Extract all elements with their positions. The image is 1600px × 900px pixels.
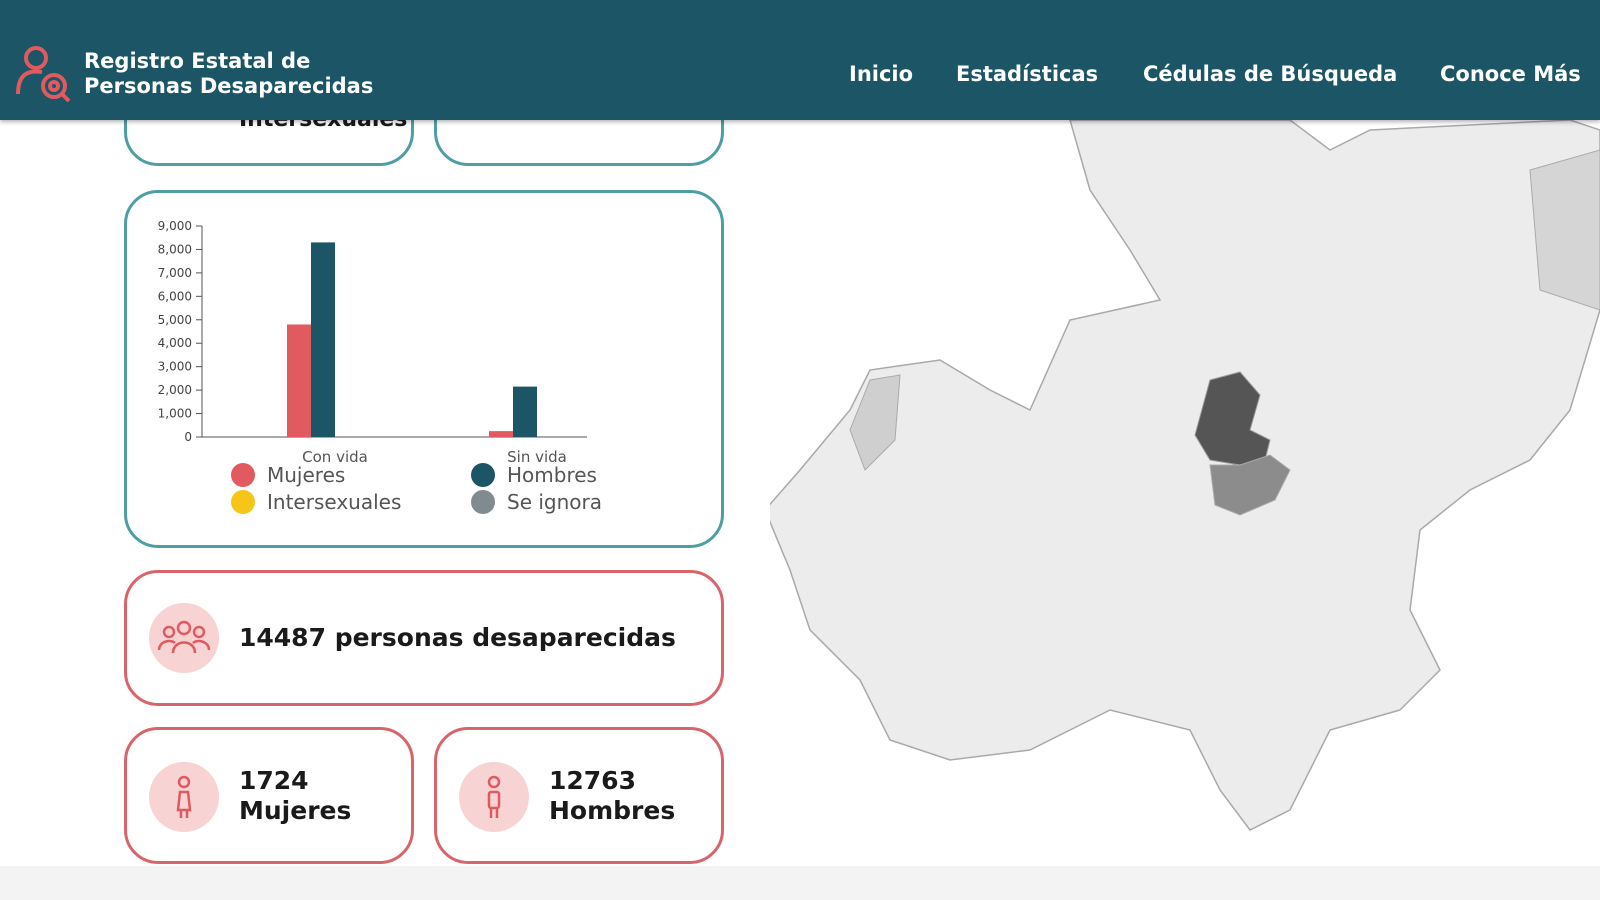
x-tick-label: Con vida [302,448,368,466]
y-tick-label: 2,000 [158,383,192,397]
legend-swatch [231,490,255,514]
y-tick-label: 5,000 [158,313,192,327]
map-region [770,119,1600,831]
women-value: 1724 [239,766,309,795]
nav-link[interactable]: Conoce Más [1440,62,1581,86]
x-tick-label: Sin vida [507,448,567,466]
total-value: 14487 [239,623,326,652]
legend-swatch [471,463,495,487]
bar [489,431,513,437]
title-line: Registro Estatal de [84,49,311,73]
nav-link[interactable]: Estadísticas [956,62,1099,86]
y-tick-label: 3,000 [158,360,192,374]
legend-label: Mujeres [267,463,345,487]
legend-label: Intersexuales [267,490,401,514]
title-line: Personas Desaparecidas [84,74,374,98]
y-tick-label: 0 [184,430,192,444]
y-tick-label: 7,000 [158,266,192,280]
women-text: 1724 Mujeres [239,766,351,826]
bar [311,242,335,437]
chart: 0 1,000 2,000 3,000 4,000 5,000 6,000 7,000 8,00… [158,219,602,514]
chart-card: 0 1,000 2,000 3,000 4,000 5,000 6,000 7,000 8,00… [124,190,724,548]
legend-swatch [231,463,255,487]
map-region-light [1529,149,1600,311]
logo [16,46,71,103]
map [770,119,1600,831]
bar [513,386,537,437]
person-icon [459,762,529,832]
y-tick-label: 6,000 [158,289,192,303]
legend-swatch [471,490,495,514]
bar [287,324,311,437]
men-card: 12763 Hombres [434,727,724,864]
total-label: personas desaparecidas [334,623,676,652]
nav-link[interactable]: Cédulas de Búsqueda [1143,62,1398,86]
women-card: 1724 Mujeres [124,727,414,864]
group-icon [149,603,219,673]
total-text: 14487 personas desaparecidas [239,623,676,653]
y-tick-label: 1,000 [158,407,192,421]
women-label: Mujeres [239,796,352,825]
total-card: 14487 personas desaparecidas [124,570,724,706]
legend-label: Se ignora [507,490,602,514]
map-region-light [849,374,901,471]
bottom-bar [0,866,1600,900]
map-region-dark [1194,371,1271,466]
men-text: 12763 Hombres [549,766,675,826]
map-region-mid [1209,454,1291,516]
men-value: 12763 [549,766,636,795]
men-label: Hombres [549,796,676,825]
legend-label: Hombres [507,463,597,487]
header: Registro Estatal de Personas Desaparecida… [0,0,1600,120]
y-tick-label: 4,000 [158,336,192,350]
site-title: Registro Estatal de Personas Desaparecida… [84,49,373,99]
y-tick-label: 8,000 [158,242,192,256]
y-tick-label: 9,000 [158,219,192,233]
nav-link[interactable]: Inicio [849,62,914,86]
person-icon [149,762,219,832]
